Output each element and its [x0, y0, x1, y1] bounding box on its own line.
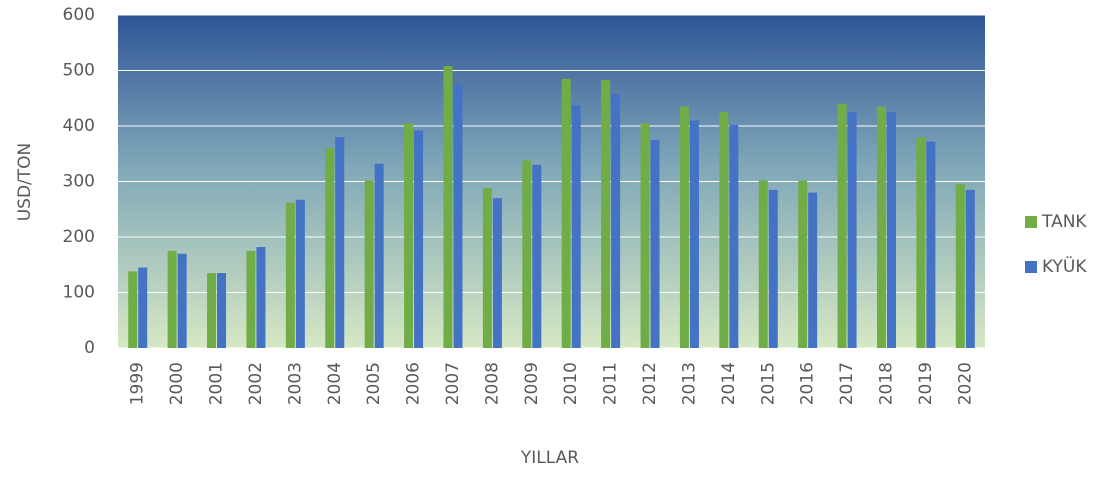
bar [295, 199, 305, 348]
x-tick-label: 2016 [798, 362, 818, 405]
x-tick-label: 2014 [719, 362, 739, 405]
x-tick-label: 2004 [325, 362, 345, 405]
x-tick-label: 2015 [758, 362, 778, 405]
x-tick-label: 2002 [246, 362, 266, 405]
bar [758, 180, 768, 348]
bar [325, 148, 335, 348]
y-tick-label: 100 [63, 283, 95, 303]
bar [453, 84, 463, 348]
bar [876, 106, 886, 348]
x-tick-label: 2006 [404, 362, 424, 405]
bar [955, 184, 965, 348]
x-tick-label: 2019 [916, 362, 936, 405]
y-tick-label: 400 [63, 116, 95, 136]
x-tick-label: 2018 [876, 362, 896, 405]
bar [364, 180, 374, 348]
bar [492, 198, 502, 348]
bar [768, 189, 778, 348]
bar [729, 124, 739, 348]
x-tick-label: 2020 [955, 362, 975, 405]
x-tick-label: 2001 [207, 362, 227, 405]
x-tick-label: 2000 [167, 362, 187, 405]
x-axis-label: YILLAR [520, 448, 579, 468]
x-tick-label: 2011 [601, 362, 621, 405]
bar [719, 112, 729, 348]
bar [650, 139, 660, 348]
bar [689, 120, 699, 348]
bar [443, 66, 453, 348]
bar [482, 188, 492, 348]
bar [965, 189, 975, 348]
x-tick-label: 2005 [364, 362, 384, 405]
legend-label: KYÜK [1042, 255, 1087, 277]
bar [926, 141, 936, 348]
bar [847, 112, 857, 348]
y-tick-label: 200 [63, 227, 95, 247]
bar [177, 253, 187, 348]
bar [611, 94, 621, 349]
y-tick-label: 500 [63, 61, 95, 81]
bar [138, 267, 148, 348]
x-tick-label: 2009 [522, 362, 542, 405]
x-tick-label: 2012 [640, 362, 660, 405]
bar [335, 137, 345, 348]
bar [404, 123, 414, 348]
bar [414, 130, 424, 348]
bar [561, 78, 571, 348]
x-tick-label: 2003 [285, 362, 305, 405]
y-axis-label: USD/TON [15, 143, 35, 222]
bar [808, 192, 818, 348]
x-tick-label: 2010 [561, 362, 581, 405]
x-tick-label: 2013 [679, 362, 699, 405]
bar [571, 104, 581, 348]
bar [246, 250, 256, 348]
bar [640, 123, 650, 348]
x-tick-label: 2008 [482, 362, 502, 405]
legend-swatch [1025, 216, 1037, 228]
bar [256, 246, 266, 348]
bar [601, 79, 611, 348]
bar [128, 271, 138, 348]
y-tick-label: 600 [63, 5, 95, 25]
bar [886, 112, 896, 348]
legend-label: TANK [1041, 212, 1087, 232]
legend-swatch [1025, 261, 1037, 273]
bar [167, 250, 177, 348]
bar [285, 202, 295, 348]
y-tick-label: 0 [84, 338, 95, 358]
x-tick-label: 2007 [443, 362, 463, 405]
x-tick-label: 2017 [837, 362, 857, 405]
bar [798, 180, 808, 348]
x-tick-label: 1999 [128, 362, 148, 405]
y-tick-label: 300 [63, 172, 95, 192]
bar [916, 137, 926, 348]
bar [837, 103, 847, 348]
bar [679, 106, 689, 348]
bar [217, 273, 227, 348]
bar [207, 273, 217, 348]
bar [522, 160, 532, 348]
bar [532, 164, 542, 348]
bar [374, 163, 384, 348]
